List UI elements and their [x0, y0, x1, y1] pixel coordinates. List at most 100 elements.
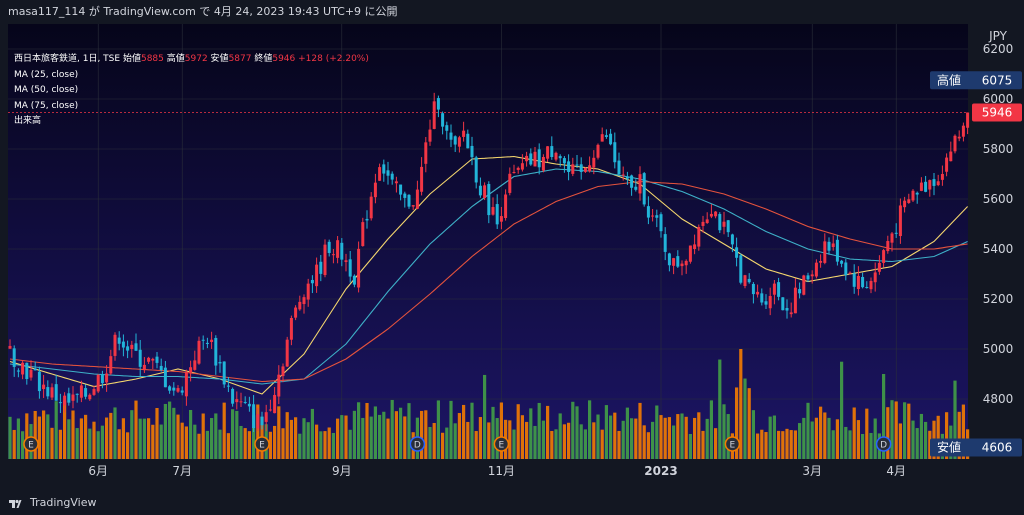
volume-bar	[554, 429, 558, 459]
event-marker	[724, 436, 741, 452]
volume-bar	[873, 418, 877, 459]
volume-bar	[352, 410, 356, 459]
chart-svg[interactable]: E E D E E D 5946 高値 6075 安値 4606 6200 6000 5800 5600…	[0, 24, 1024, 491]
candle-body	[751, 283, 755, 295]
volume-bar	[239, 425, 243, 459]
volume-bar	[365, 402, 369, 459]
volume-bar	[281, 428, 285, 459]
candle-body	[470, 145, 474, 158]
volume-bar	[709, 400, 713, 459]
candle-body	[525, 155, 529, 162]
volume-bar	[789, 430, 793, 459]
volume-bar	[462, 404, 466, 459]
candle-body	[361, 222, 365, 247]
symbol-name[interactable]: 西日本旅客鉄道, 1日, TSE	[14, 54, 121, 64]
legend-volume[interactable]: 出来高	[14, 116, 42, 126]
candle-body	[886, 241, 890, 252]
y-tick-label: 6200	[983, 42, 1014, 56]
legend-ma-75[interactable]: MA (75, close)	[14, 100, 79, 111]
low-price-value: 4606	[982, 441, 1013, 455]
volume-bar	[378, 414, 382, 459]
volume-bar	[470, 402, 474, 459]
volume-bar	[777, 430, 781, 459]
volume-bar	[861, 433, 865, 459]
volume-bar	[33, 410, 37, 459]
candle-body	[806, 275, 810, 280]
candle-body	[42, 384, 46, 390]
candle-body	[499, 216, 503, 222]
candle-body	[856, 275, 860, 290]
candle-body	[126, 346, 130, 351]
candle-body	[403, 193, 407, 198]
last-price-value: 5946	[982, 106, 1013, 120]
high-value: 5972	[184, 54, 208, 64]
candle-body	[117, 337, 121, 344]
candle-body	[831, 243, 835, 248]
candle-body	[663, 234, 667, 252]
candle-body	[483, 185, 487, 198]
candle-body	[735, 247, 739, 258]
candle-body	[336, 240, 340, 258]
volume-bar	[680, 413, 684, 459]
x-tick-label: 11月	[488, 464, 515, 478]
candle-body	[138, 349, 142, 367]
volume-bar	[739, 349, 743, 459]
volume-bar	[268, 431, 272, 459]
author-name[interactable]: masa117_114	[8, 5, 86, 18]
price-axis[interactable]: 6200 6000 5800 5600 5400 5200 5000 4800	[983, 42, 1014, 406]
volume-bar	[340, 415, 344, 459]
volume-bar	[222, 402, 226, 459]
legend-ohlc: 西日本旅客鉄道, 1日, TSE 始値5885 高値5972 安値5877 終値…	[14, 52, 369, 68]
candle-body	[919, 182, 923, 191]
candle-body	[760, 293, 764, 303]
candle-body	[718, 214, 722, 231]
candle-body	[596, 144, 600, 158]
candle-body	[961, 125, 965, 137]
volume-bar	[445, 427, 449, 459]
volume-bar	[596, 414, 600, 459]
candle-body	[722, 221, 726, 227]
candle-body	[100, 374, 104, 384]
candles	[8, 92, 970, 433]
volume-bar	[373, 406, 377, 459]
candle-body	[58, 402, 62, 404]
volume-bar	[823, 412, 827, 459]
candle-body	[67, 393, 71, 403]
candle-body	[37, 371, 41, 392]
time-axis[interactable]: 6月 7月 9月 11月 2023 3月 4月	[88, 464, 906, 478]
candle-body	[709, 213, 713, 217]
candle-body	[340, 242, 344, 260]
volume-bar	[697, 412, 701, 459]
high-price-label: 高値	[937, 72, 961, 87]
candle-body	[63, 395, 67, 406]
close-value: 5946	[272, 54, 296, 64]
candle-body	[466, 133, 470, 149]
candle-body	[764, 301, 768, 305]
candle-body	[176, 388, 180, 392]
candle-body	[907, 199, 911, 203]
volume-bar	[457, 413, 461, 459]
volume-bar	[273, 425, 277, 459]
volume-bar	[180, 422, 184, 459]
candle-body	[113, 334, 117, 356]
candle-body	[201, 339, 205, 341]
volume-bar	[315, 424, 319, 459]
volume-bar	[525, 421, 529, 459]
price-axis-background	[968, 24, 1024, 459]
candle-body	[277, 374, 281, 397]
candle-body	[785, 308, 789, 311]
volume-bar	[218, 429, 222, 459]
candle-body	[726, 220, 730, 233]
footer-brand[interactable]: TradingView	[30, 496, 97, 509]
candle-body	[243, 401, 247, 403]
legend-ma-25[interactable]: MA (25, close)	[14, 69, 79, 80]
chart-area[interactable]: E E D E E D 5946 高値 6075 安値 4606 6200 6000 5800 5600…	[0, 24, 1024, 491]
volume-bar	[688, 433, 692, 459]
volume-bar	[428, 426, 432, 459]
volume-bar	[781, 431, 785, 459]
legend-ma-50[interactable]: MA (50, close)	[14, 85, 79, 95]
legend: 西日本旅客鉄道, 1日, TSE 始値5885 高値5972 安値5877 終値…	[14, 52, 369, 130]
volume-bar	[441, 432, 445, 459]
candle-body	[571, 164, 575, 174]
volume-bar	[298, 433, 302, 459]
